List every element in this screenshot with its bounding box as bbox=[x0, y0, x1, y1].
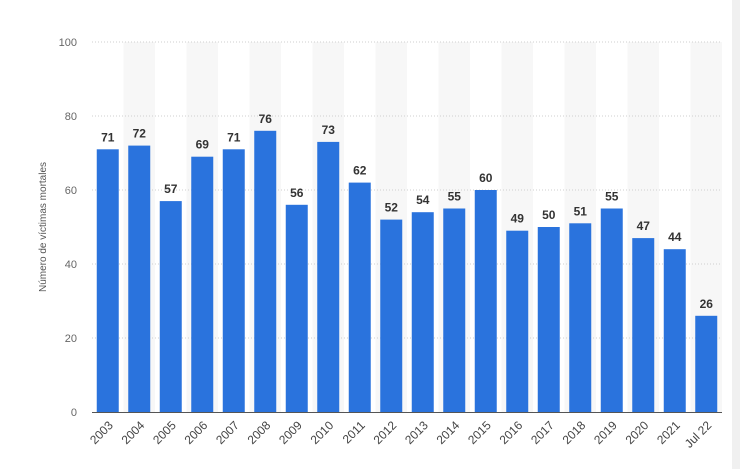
bars bbox=[96, 130, 718, 413]
value-label: 55 bbox=[448, 190, 462, 204]
bar bbox=[285, 204, 308, 412]
bar bbox=[411, 212, 434, 412]
value-label: 44 bbox=[668, 230, 682, 244]
y-tick-label: 20 bbox=[65, 333, 77, 345]
value-label: 72 bbox=[133, 127, 147, 141]
bar bbox=[663, 249, 686, 412]
y-tick-label: 40 bbox=[65, 259, 77, 271]
value-label: 71 bbox=[101, 130, 115, 144]
scrollbar-track bbox=[732, 0, 740, 469]
value-label: 26 bbox=[700, 297, 714, 311]
x-tick-label: 2004 bbox=[119, 418, 148, 447]
bar bbox=[159, 201, 182, 412]
value-label: 76 bbox=[259, 112, 273, 126]
x-tick-label: 2015 bbox=[465, 418, 494, 447]
bar bbox=[537, 227, 560, 412]
x-tick-label: 2007 bbox=[213, 418, 242, 447]
y-tick-label: 80 bbox=[65, 111, 77, 123]
value-label: 55 bbox=[605, 190, 619, 204]
y-tick-label: 60 bbox=[65, 185, 77, 197]
value-label: 69 bbox=[196, 138, 210, 152]
value-label: 62 bbox=[353, 164, 367, 178]
x-tick-label: 2006 bbox=[182, 418, 211, 447]
x-tick-label: 2018 bbox=[560, 418, 589, 447]
bar bbox=[191, 156, 214, 412]
y-axis-ticks: 0 20 40 60 80 100 bbox=[59, 37, 77, 419]
bar bbox=[348, 182, 371, 412]
x-tick-label: 2008 bbox=[245, 418, 274, 447]
value-label: 49 bbox=[511, 212, 525, 226]
x-tick-label: 2005 bbox=[150, 418, 179, 447]
x-tick-label: 2012 bbox=[371, 418, 400, 447]
x-tick-label: 2013 bbox=[402, 418, 431, 447]
value-label: 50 bbox=[542, 208, 556, 222]
x-tick-label: 2017 bbox=[528, 418, 557, 447]
value-label: 52 bbox=[385, 201, 399, 215]
bar bbox=[128, 145, 151, 412]
value-label: 57 bbox=[164, 182, 178, 196]
y-tick-label: 0 bbox=[71, 407, 77, 419]
x-tick-label: 2021 bbox=[654, 418, 683, 447]
value-label: 71 bbox=[227, 130, 241, 144]
x-tick-label: 2010 bbox=[308, 418, 337, 447]
value-label: 60 bbox=[479, 171, 493, 185]
bar bbox=[96, 149, 119, 413]
x-tick-label: 2011 bbox=[340, 418, 368, 446]
bar bbox=[443, 208, 466, 412]
y-axis-label: Número de víctimas mortales bbox=[38, 162, 49, 292]
x-tick-label: 2003 bbox=[87, 418, 116, 447]
value-label: 47 bbox=[637, 219, 651, 233]
bar bbox=[317, 141, 340, 412]
value-label: 73 bbox=[322, 123, 336, 137]
bar bbox=[569, 223, 592, 412]
x-tick-label: Jul 22 bbox=[682, 418, 715, 451]
x-tick-label: 2019 bbox=[591, 418, 620, 447]
value-label: 54 bbox=[416, 193, 430, 207]
bar bbox=[695, 315, 718, 412]
x-tick-label: 2020 bbox=[623, 418, 652, 447]
value-label: 51 bbox=[574, 204, 588, 218]
x-tick-label: 2016 bbox=[497, 418, 526, 447]
bar bbox=[506, 230, 529, 412]
y-tick-label: 100 bbox=[59, 37, 77, 49]
bar bbox=[380, 219, 403, 412]
value-labels: 71 72 57 69 71 76 56 73 62 52 54 55 60 49 50 51 55 47 44 26 bbox=[101, 112, 713, 311]
x-tick-label: 2014 bbox=[434, 418, 463, 447]
value-label: 56 bbox=[290, 186, 304, 200]
bar bbox=[474, 190, 497, 412]
x-axis-ticks: 2003 2004 2005 2006 2007 2008 2009 2010 2011 2012… bbox=[87, 418, 715, 451]
bar bbox=[632, 238, 655, 412]
x-tick-label: 2009 bbox=[276, 418, 305, 447]
bar bbox=[600, 208, 623, 412]
bar bbox=[254, 130, 277, 413]
bar bbox=[222, 149, 245, 413]
